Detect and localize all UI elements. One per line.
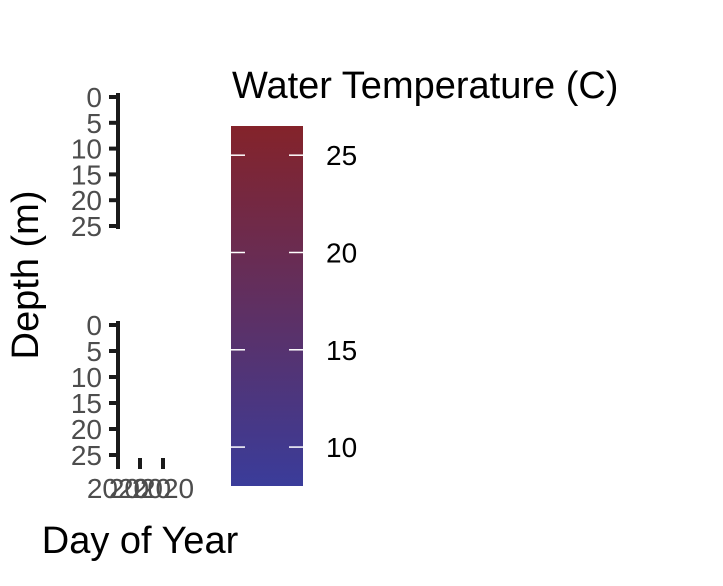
y-tick-label: 20 xyxy=(71,185,102,216)
y-axis-title: Depth (m) xyxy=(5,191,47,360)
legend-tick-label: 15 xyxy=(326,335,357,366)
y-tick-label: 25 xyxy=(71,211,102,242)
y-tick-label: 15 xyxy=(71,159,102,190)
legend-color-bar xyxy=(231,126,303,486)
legend-tick-label: 20 xyxy=(326,237,357,268)
y-tick-label: 0 xyxy=(86,310,102,341)
y-tick-label: 5 xyxy=(86,336,102,367)
legend-title: Water Temperature (C) xyxy=(232,65,618,107)
y-tick-label: 10 xyxy=(71,134,102,165)
y-tick-label: 10 xyxy=(71,362,102,393)
legend-tick-label: 25 xyxy=(326,140,357,171)
y-tick-label: 0 xyxy=(86,82,102,113)
x-tick-label: 2020 xyxy=(109,473,171,504)
x-axis-title: Day of Year xyxy=(42,520,239,562)
y-tick-label: 5 xyxy=(86,108,102,139)
color-legend: Water Temperature (C) 25 20 15 10 xyxy=(231,65,618,486)
y-tick-label: 20 xyxy=(71,414,102,445)
y-tick-label: 15 xyxy=(71,388,102,419)
x-tick-label: 2020 xyxy=(87,473,149,504)
y-tick-label: 25 xyxy=(71,440,102,471)
legend-tick-label: 10 xyxy=(326,432,357,463)
x-tick-label: 2020 xyxy=(132,473,194,504)
